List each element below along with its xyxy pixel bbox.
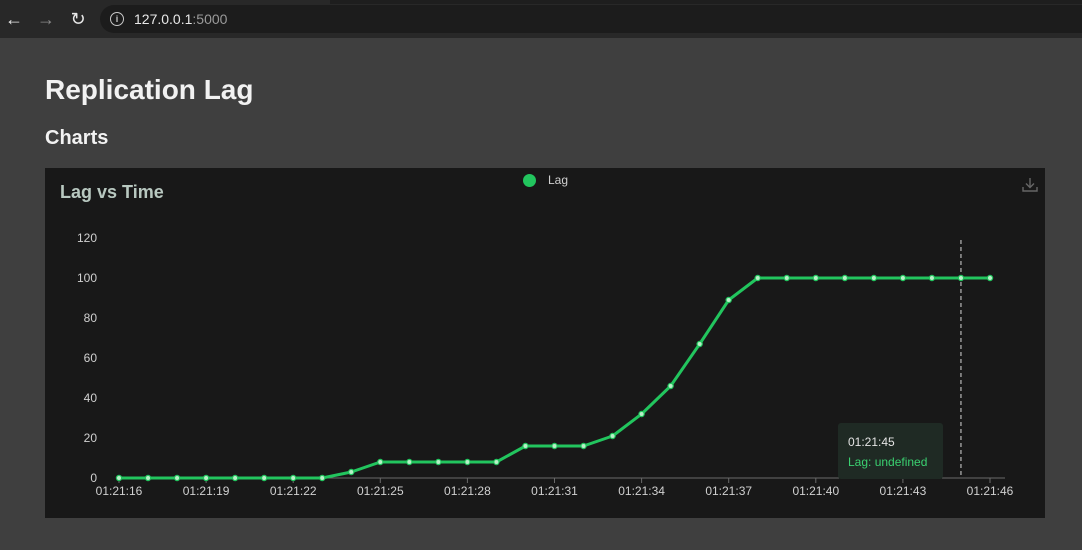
y-tick-label: 20 [84, 431, 98, 445]
data-point [493, 458, 500, 466]
data-point [551, 442, 558, 450]
info-icon[interactable]: i [110, 12, 124, 26]
data-point [638, 410, 645, 418]
legend-label: Lag [548, 173, 569, 187]
section-title: Charts [45, 127, 109, 149]
data-point [260, 474, 268, 482]
tooltip-time: 01:21:45 [848, 435, 895, 449]
reload-icon[interactable]: ↻ [70, 9, 86, 29]
data-point [377, 458, 384, 466]
x-tick-label: 01:21:34 [618, 484, 665, 498]
data-point [202, 474, 210, 482]
x-tick-label: 01:21:16 [96, 484, 143, 498]
tab-strip [330, 0, 1082, 4]
x-tick-label: 01:21:31 [531, 484, 578, 498]
chart-title: Lag vs Time [60, 182, 164, 202]
data-point [348, 468, 355, 476]
url-host: 127.0.0.1 [134, 11, 193, 27]
data-point [580, 442, 587, 450]
legend-marker [523, 173, 536, 187]
data-point [319, 474, 326, 482]
download-icon[interactable] [1021, 176, 1039, 194]
y-tick-label: 120 [77, 231, 97, 245]
chart-tooltip: 01:21:45 Lag: undefined [838, 423, 943, 479]
x-tick-label: 01:21:28 [444, 484, 491, 498]
data-point [928, 274, 936, 282]
address-bar[interactable]: i 127.0.0.1:5000 [100, 5, 1082, 33]
data-point [899, 274, 907, 282]
x-tick-label: 01:21:25 [357, 484, 404, 498]
data-point [144, 474, 152, 482]
data-point [289, 474, 297, 482]
data-point [435, 458, 442, 466]
y-tick-label: 0 [90, 471, 97, 485]
data-point [464, 458, 471, 466]
data-point [783, 274, 790, 282]
lag-chart: 0 20 40 60 80 100 120 01:21:16 01:21:19 01:21:22 0… [77, 231, 1014, 498]
y-tick-label: 60 [84, 351, 98, 365]
data-point [667, 382, 674, 390]
data-point [522, 442, 529, 450]
data-point [406, 458, 413, 466]
legend-item-lag[interactable]: Lag [523, 172, 568, 188]
data-point [754, 274, 761, 282]
y-tick-label: 40 [84, 391, 98, 405]
data-point [115, 474, 123, 482]
data-point [841, 274, 849, 282]
data-point [725, 296, 732, 304]
url-port: :5000 [192, 11, 228, 27]
x-tick-label: 01:21:43 [880, 484, 927, 498]
page-title: Replication Lag [45, 74, 254, 105]
forward-arrow-icon[interactable]: → [37, 9, 55, 29]
data-point [609, 432, 616, 440]
y-tick-label: 80 [84, 311, 98, 325]
data-point [173, 474, 181, 482]
x-tick-label: 01:21:22 [270, 484, 317, 498]
data-point [870, 274, 878, 282]
x-tick-label: 01:21:37 [705, 484, 752, 498]
data-point [986, 274, 994, 282]
back-arrow-icon[interactable]: ← [5, 9, 23, 29]
browser-toolbar: ← → ↻ i 127.0.0.1:5000 [0, 0, 1082, 38]
y-tick-label: 100 [77, 271, 97, 285]
chart-card: 0 20 40 60 80 100 120 01:21:16 01:21:19 01:21:22 0… [45, 168, 1045, 518]
url-text[interactable]: 127.0.0.1:5000 [134, 11, 227, 27]
x-tick-label: 01:21:40 [792, 484, 839, 498]
data-point [812, 274, 820, 282]
data-point [957, 274, 965, 282]
x-tick-label: 01:21:19 [183, 484, 230, 498]
data-point [696, 340, 703, 348]
data-point [231, 474, 239, 482]
x-tick-label: 01:21:46 [967, 484, 1014, 498]
tooltip-value: Lag: undefined [848, 455, 928, 469]
